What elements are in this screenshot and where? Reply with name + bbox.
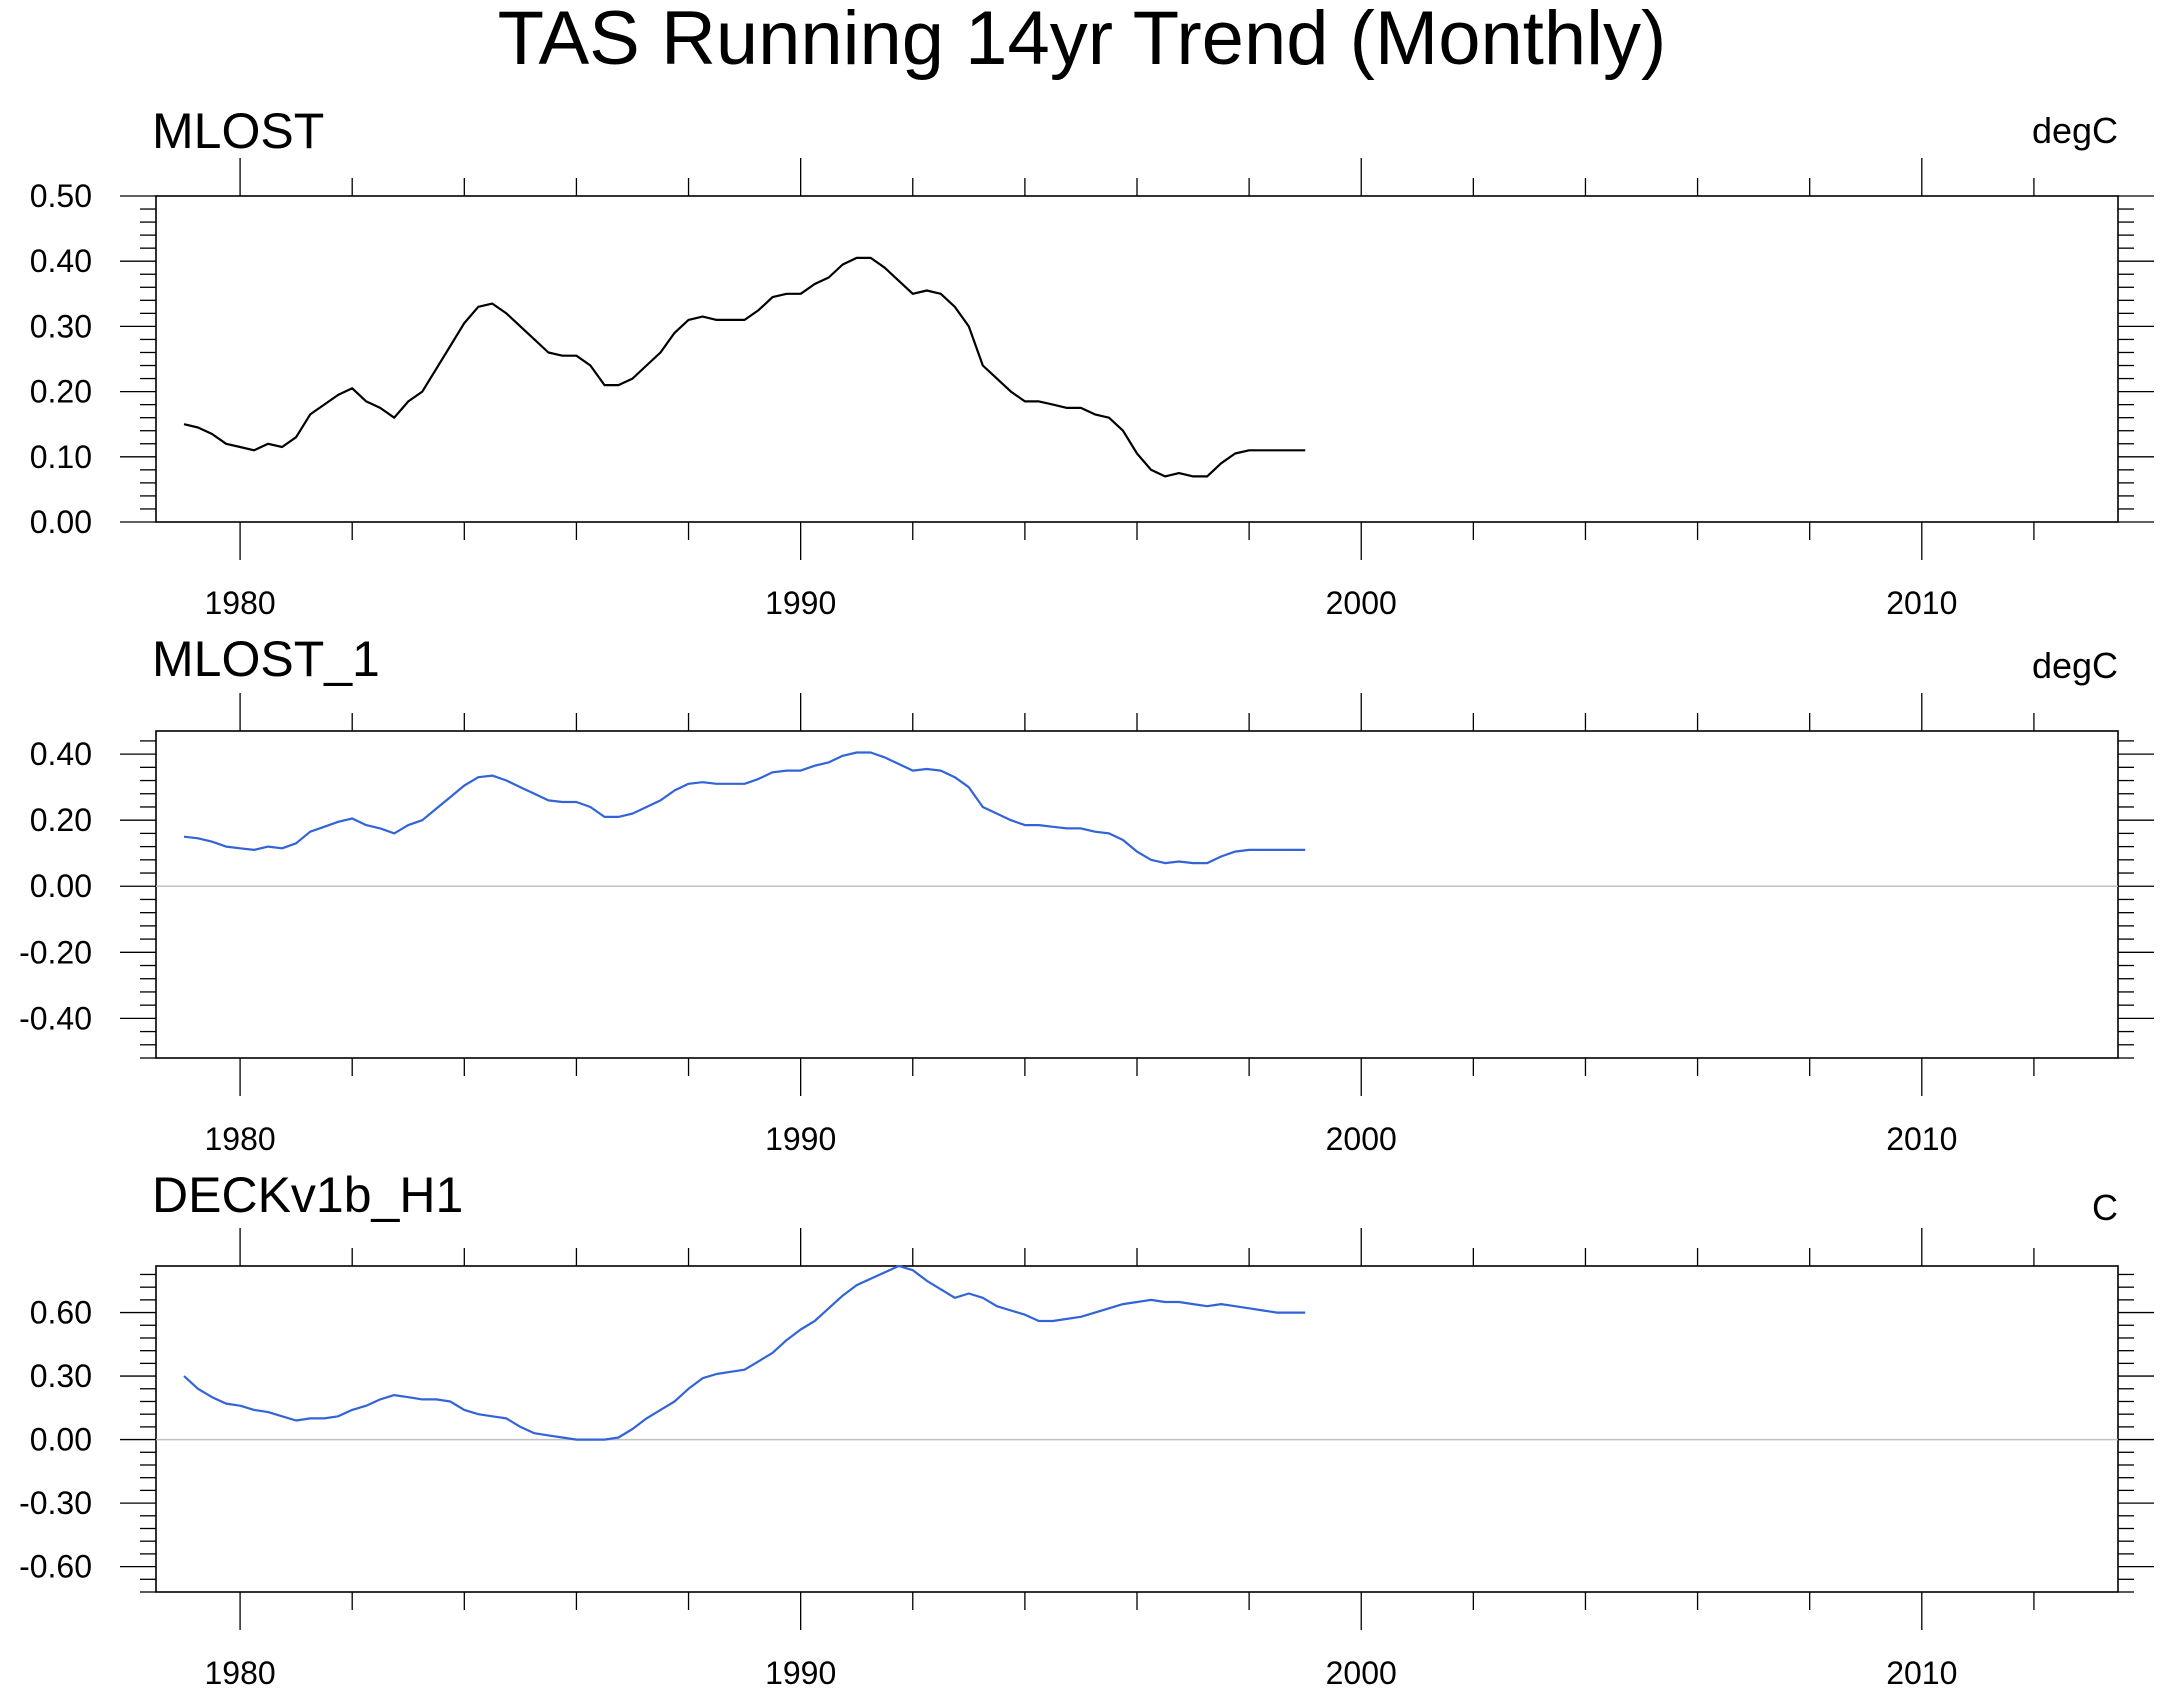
plot-frame [155, 195, 2119, 523]
x-tick-label: 2000 [1326, 1121, 1397, 1157]
y-tick-label: 0.50 [30, 178, 92, 214]
y-tick-label: 0.30 [30, 1358, 92, 1394]
y-tick-label: 0.60 [30, 1295, 92, 1331]
y-tick-label: -0.30 [19, 1485, 92, 1521]
y-tick-label: 0.00 [30, 1422, 92, 1458]
chart-title: TAS Running 14yr Trend (Monthly) [498, 0, 1667, 81]
y-tick-label: 0.00 [30, 504, 92, 540]
y-tick-label: -0.40 [19, 1000, 92, 1036]
y-tick-label: 0.40 [30, 736, 92, 772]
x-tick-label: 1990 [765, 1655, 836, 1691]
x-tick-label: 2010 [1886, 1121, 1957, 1157]
y-tick-label: 0.20 [30, 374, 92, 410]
y-tick-label: 0.10 [30, 439, 92, 475]
x-tick-label: 1980 [204, 1121, 275, 1157]
panel-title: MLOST_1 [152, 631, 380, 687]
x-tick-label: 2000 [1326, 1655, 1397, 1691]
series-line [183, 256, 1306, 478]
panel-title: MLOST [152, 103, 324, 159]
plot-frame [155, 730, 2119, 1059]
x-tick-label: 1990 [765, 585, 836, 621]
panels-container: MLOST degC 1980 1990 2000 2010 0.00 0.10 0.20 0.3… [19, 103, 2154, 1691]
x-tick-label: 2010 [1886, 585, 1957, 621]
panel-title: DECKv1b_H1 [152, 1167, 463, 1223]
series-line [183, 1264, 1306, 1441]
series-line [183, 751, 1306, 865]
plot-frame [155, 1265, 2119, 1593]
panel-mlost-1: MLOST_1 degC 1980 1990 2000 2010 -0.40 -0.20 0.0… [19, 631, 2154, 1157]
units-label: degC [2032, 645, 2118, 686]
x-tick-label: 1980 [204, 1655, 275, 1691]
y-tick-label: -0.60 [19, 1549, 92, 1585]
y-tick-label: 0.40 [30, 243, 92, 279]
x-tick-label: 1990 [765, 1121, 836, 1157]
y-tick-label: -0.20 [19, 934, 92, 970]
x-tick-label: 1980 [204, 585, 275, 621]
y-tick-label: 0.00 [30, 868, 92, 904]
panel-mlost: MLOST degC 1980 1990 2000 2010 0.00 0.10 0.20 0.3… [30, 103, 2154, 621]
units-label: C [2092, 1187, 2118, 1228]
x-tick-label: 2010 [1886, 1655, 1957, 1691]
units-label: degC [2032, 110, 2118, 151]
y-tick-label: 0.30 [30, 308, 92, 344]
panel-deckv1b-h1: DECKv1b_H1 C 1980 1990 2000 2010 -0.60 -0.30 0.0… [19, 1167, 2154, 1691]
x-tick-label: 2000 [1326, 585, 1397, 621]
y-tick-label: 0.20 [30, 802, 92, 838]
